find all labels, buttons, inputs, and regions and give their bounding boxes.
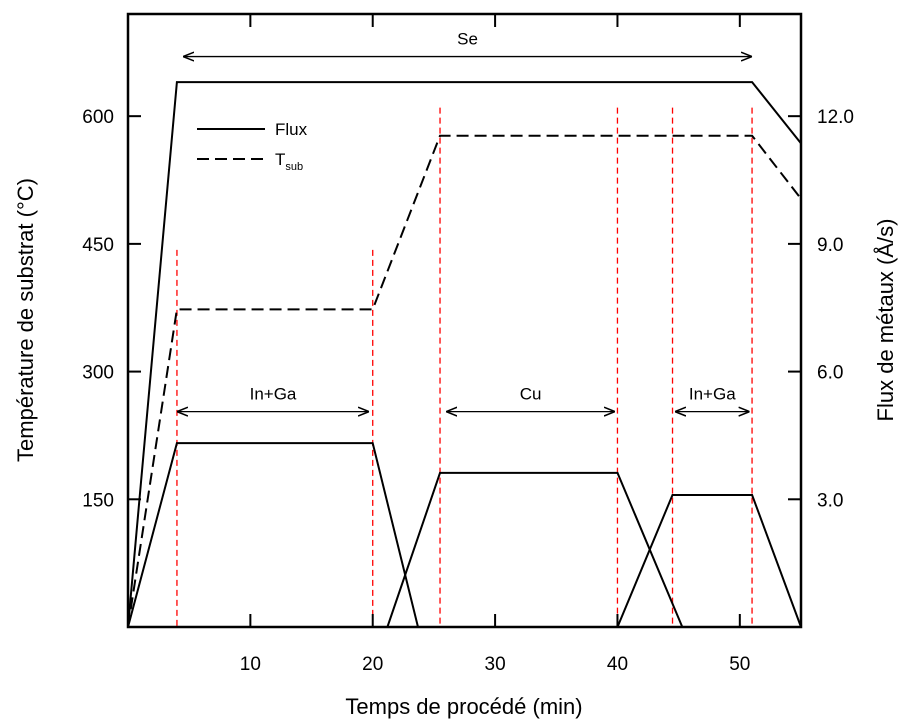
- x-tick-label: 40: [607, 654, 628, 675]
- series-line-tsub: [127, 134, 802, 628]
- y-axis-label: Température de substrat (°C): [13, 178, 38, 462]
- annotation-label: In+Ga: [250, 385, 297, 404]
- x-tick-label: 30: [485, 654, 506, 675]
- series-line-in_ga_flux_2: [616, 494, 802, 628]
- y2-tick-label: 12.0: [817, 107, 854, 128]
- annotation-label: Cu: [520, 385, 542, 404]
- series-line-cu_flux: [386, 471, 684, 628]
- y-tick-label: 450: [82, 235, 114, 256]
- y2-tick-label: 9.0: [817, 235, 843, 256]
- y2-tick-label: 3.0: [817, 490, 843, 511]
- series-line-in_ga_flux_1: [127, 442, 419, 628]
- y-tick-label: 600: [82, 107, 114, 128]
- plot-frame: [126, 12, 803, 629]
- y-tick-label: 300: [82, 363, 114, 384]
- series-line-se_flux: [127, 81, 802, 628]
- annotation-label: In+Ga: [689, 385, 736, 404]
- x-tick-label: 50: [729, 654, 750, 675]
- legend-label: Flux: [275, 120, 308, 139]
- x-tick-label: 10: [240, 654, 261, 675]
- y2-axis-label: Flux de métaux (Å/s): [873, 219, 898, 422]
- annotation-label: Se: [457, 30, 478, 49]
- y-tick-label: 150: [82, 490, 114, 511]
- legend: Flux Tsub: [197, 120, 308, 173]
- legend-label: Tsub: [275, 150, 303, 173]
- x-axis-label: Temps de procédé (min): [345, 694, 582, 719]
- x-tick-label: 20: [362, 654, 383, 675]
- y2-tick-label: 6.0: [817, 363, 843, 384]
